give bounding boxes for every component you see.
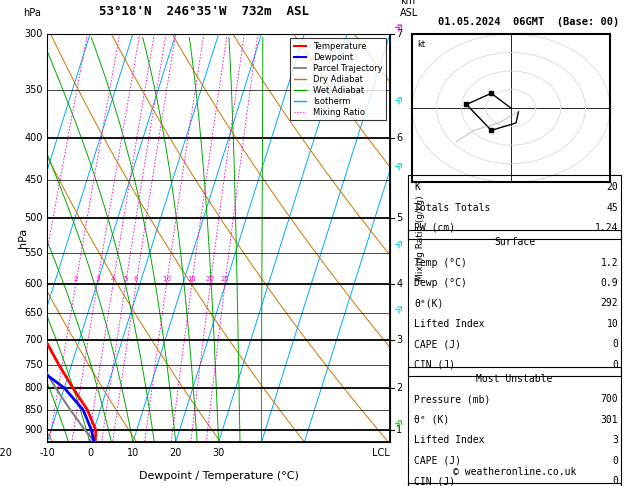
Text: 0: 0 xyxy=(613,339,618,349)
Text: »: » xyxy=(391,414,408,432)
Text: hPa: hPa xyxy=(23,8,41,17)
Text: 1.2: 1.2 xyxy=(601,258,618,268)
Text: 700: 700 xyxy=(601,395,618,404)
Text: 2: 2 xyxy=(74,276,78,282)
Text: kt: kt xyxy=(417,39,425,49)
Text: 3: 3 xyxy=(95,276,99,282)
Text: 450: 450 xyxy=(25,175,43,185)
Text: »: » xyxy=(391,91,408,108)
Text: 850: 850 xyxy=(25,405,43,415)
Text: 550: 550 xyxy=(25,248,43,258)
Text: Dewp (°C): Dewp (°C) xyxy=(414,278,467,288)
Text: 5: 5 xyxy=(123,276,128,282)
Text: 4: 4 xyxy=(396,279,403,289)
Text: © weatheronline.co.uk: © weatheronline.co.uk xyxy=(453,467,576,477)
Text: 300: 300 xyxy=(25,29,43,39)
Text: Mixing Ratio (g/kg): Mixing Ratio (g/kg) xyxy=(416,195,425,281)
Text: Totals Totals: Totals Totals xyxy=(414,203,490,212)
Text: 20: 20 xyxy=(170,449,182,458)
Text: 10: 10 xyxy=(606,319,618,329)
Text: 25: 25 xyxy=(221,276,230,282)
Text: LCL: LCL xyxy=(372,449,390,458)
Text: θᵉ (K): θᵉ (K) xyxy=(414,415,449,425)
Text: CIN (J): CIN (J) xyxy=(414,476,455,486)
Text: 6: 6 xyxy=(396,133,403,143)
Text: 3: 3 xyxy=(396,335,403,345)
Text: 700: 700 xyxy=(25,335,43,345)
Text: 15: 15 xyxy=(187,276,196,282)
Text: 10: 10 xyxy=(162,276,171,282)
Text: »: » xyxy=(391,18,408,35)
Text: 53°18'N  246°35'W  732m  ASL: 53°18'N 246°35'W 732m ASL xyxy=(99,5,309,17)
Text: 400: 400 xyxy=(25,133,43,143)
Text: 7: 7 xyxy=(396,29,403,39)
Text: 01.05.2024  06GMT  (Base: 00): 01.05.2024 06GMT (Base: 00) xyxy=(438,17,619,27)
Text: CAPE (J): CAPE (J) xyxy=(414,339,461,349)
Text: 750: 750 xyxy=(25,360,43,370)
Text: CIN (J): CIN (J) xyxy=(414,360,455,370)
Text: Surface: Surface xyxy=(494,237,535,247)
Text: Temp (°C): Temp (°C) xyxy=(414,258,467,268)
Text: 0: 0 xyxy=(613,476,618,486)
Text: -20: -20 xyxy=(0,449,12,458)
Legend: Temperature, Dewpoint, Parcel Trajectory, Dry Adiabat, Wet Adiabat, Isotherm, Mi: Temperature, Dewpoint, Parcel Trajectory… xyxy=(291,38,386,121)
Text: »: » xyxy=(391,234,408,252)
Text: 5: 5 xyxy=(396,213,403,224)
Text: 1: 1 xyxy=(396,425,403,435)
Text: 800: 800 xyxy=(25,383,43,393)
Text: 4: 4 xyxy=(111,276,115,282)
Text: 10: 10 xyxy=(127,449,139,458)
Text: 292: 292 xyxy=(601,298,618,309)
Text: 2: 2 xyxy=(396,383,403,393)
Text: km
ASL: km ASL xyxy=(400,0,418,17)
Text: 20: 20 xyxy=(606,182,618,192)
Text: K: K xyxy=(414,182,420,192)
Text: 0: 0 xyxy=(87,449,93,458)
Text: Lifted Index: Lifted Index xyxy=(414,435,484,445)
Text: 0.9: 0.9 xyxy=(601,278,618,288)
Text: Dewpoint / Temperature (°C): Dewpoint / Temperature (°C) xyxy=(138,471,299,481)
Text: 0: 0 xyxy=(613,360,618,370)
Text: 20: 20 xyxy=(206,276,214,282)
Text: 500: 500 xyxy=(25,213,43,224)
Text: 0: 0 xyxy=(613,456,618,466)
Text: 650: 650 xyxy=(25,308,43,318)
Text: Most Unstable: Most Unstable xyxy=(476,374,553,384)
Text: CAPE (J): CAPE (J) xyxy=(414,456,461,466)
Text: »: » xyxy=(391,156,408,174)
Text: 3: 3 xyxy=(613,435,618,445)
Text: Lifted Index: Lifted Index xyxy=(414,319,484,329)
Text: 1.24: 1.24 xyxy=(595,223,618,233)
Text: Pressure (mb): Pressure (mb) xyxy=(414,395,490,404)
Text: 6: 6 xyxy=(134,276,138,282)
Text: 30: 30 xyxy=(213,449,225,458)
Text: 350: 350 xyxy=(25,85,43,95)
Text: 301: 301 xyxy=(601,415,618,425)
Text: θᵉ(K): θᵉ(K) xyxy=(414,298,443,309)
Text: 600: 600 xyxy=(25,279,43,289)
Text: 45: 45 xyxy=(606,203,618,212)
Text: »: » xyxy=(391,300,408,317)
Text: 900: 900 xyxy=(25,425,43,435)
Text: PW (cm): PW (cm) xyxy=(414,223,455,233)
Text: -10: -10 xyxy=(39,449,55,458)
Text: hPa: hPa xyxy=(18,228,28,248)
